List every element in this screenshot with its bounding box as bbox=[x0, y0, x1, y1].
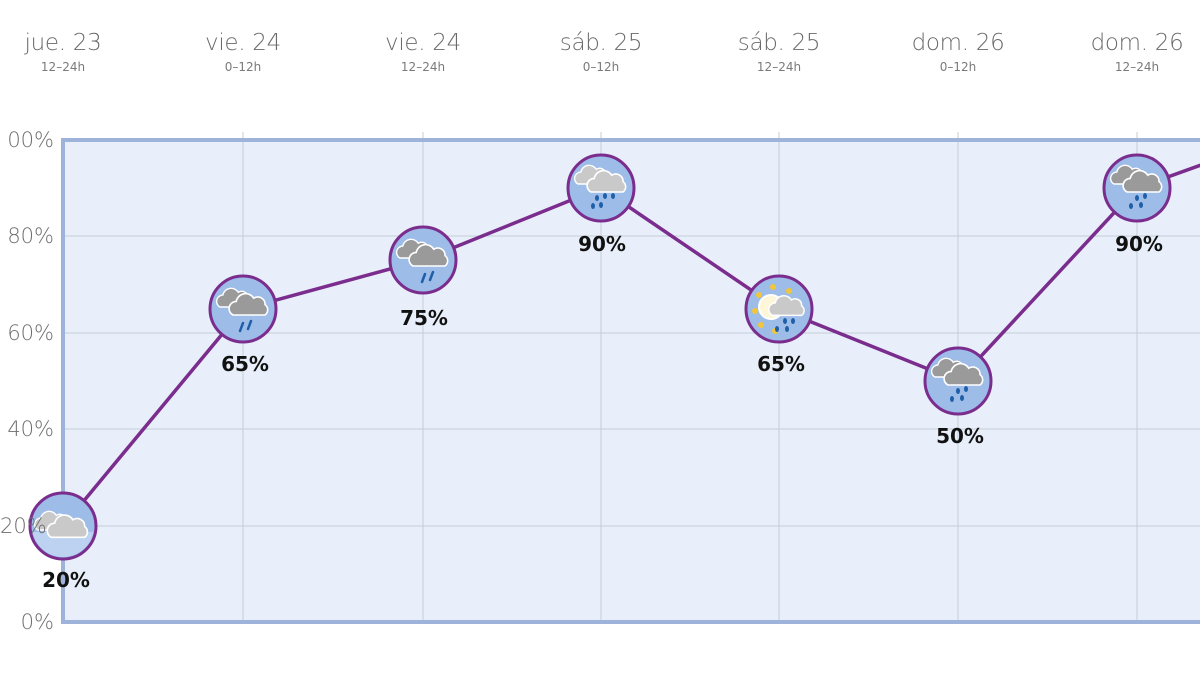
column-day: dom. 26 bbox=[911, 30, 1005, 56]
value-label: 90% bbox=[1115, 232, 1163, 256]
value-label: 65% bbox=[757, 352, 805, 376]
column-range: 0–12h bbox=[224, 60, 262, 74]
column-header: sáb. 25 12–24h bbox=[699, 30, 859, 74]
column-range: 0–12h bbox=[582, 60, 620, 74]
column-day: vie. 24 bbox=[385, 30, 461, 56]
plot-area bbox=[63, 140, 1200, 622]
y-tick: 00% bbox=[7, 128, 54, 152]
y-tick: 40% bbox=[7, 417, 54, 441]
y-tick: 0% bbox=[20, 610, 54, 634]
column-day: dom. 26 bbox=[1090, 30, 1184, 56]
heavy-rain-cloud-icon bbox=[1102, 153, 1172, 223]
column-day: sáb. 25 bbox=[559, 30, 643, 56]
column-day: vie. 24 bbox=[205, 30, 281, 56]
rain-cloud-icon bbox=[208, 274, 278, 344]
column-header: vie. 24 12–24h bbox=[343, 30, 503, 74]
column-header: sáb. 25 0–12h bbox=[521, 30, 681, 74]
value-label: 65% bbox=[221, 352, 269, 376]
column-header: jue. 23 12–24h bbox=[0, 30, 143, 74]
sun-cloud-rain-icon bbox=[744, 274, 814, 344]
y-tick: 20% bbox=[0, 514, 47, 538]
column-range: 12–24h bbox=[1114, 60, 1160, 74]
value-label: 20% bbox=[42, 568, 90, 592]
column-range: 0–12h bbox=[939, 60, 977, 74]
column-header: dom. 26 0–12h bbox=[878, 30, 1038, 74]
column-range: 12–24h bbox=[400, 60, 446, 74]
column-header: vie. 24 0–12h bbox=[163, 30, 323, 74]
heavy-rain-cloud-icon bbox=[566, 153, 636, 223]
y-tick: 80% bbox=[7, 224, 54, 248]
y-tick: 60% bbox=[7, 321, 54, 345]
column-range: 12–24h bbox=[40, 60, 86, 74]
column-day: jue. 23 bbox=[24, 30, 102, 56]
value-label: 50% bbox=[936, 424, 984, 448]
cloudy-icon bbox=[28, 491, 98, 561]
column-range: 12–24h bbox=[756, 60, 802, 74]
value-label: 90% bbox=[578, 232, 626, 256]
heavy-rain-cloud-icon bbox=[923, 346, 993, 416]
column-header: dom. 26 12–24h bbox=[1057, 30, 1200, 74]
column-day: sáb. 25 bbox=[737, 30, 821, 56]
rain-cloud-icon bbox=[388, 225, 458, 295]
value-label: 75% bbox=[400, 306, 448, 330]
